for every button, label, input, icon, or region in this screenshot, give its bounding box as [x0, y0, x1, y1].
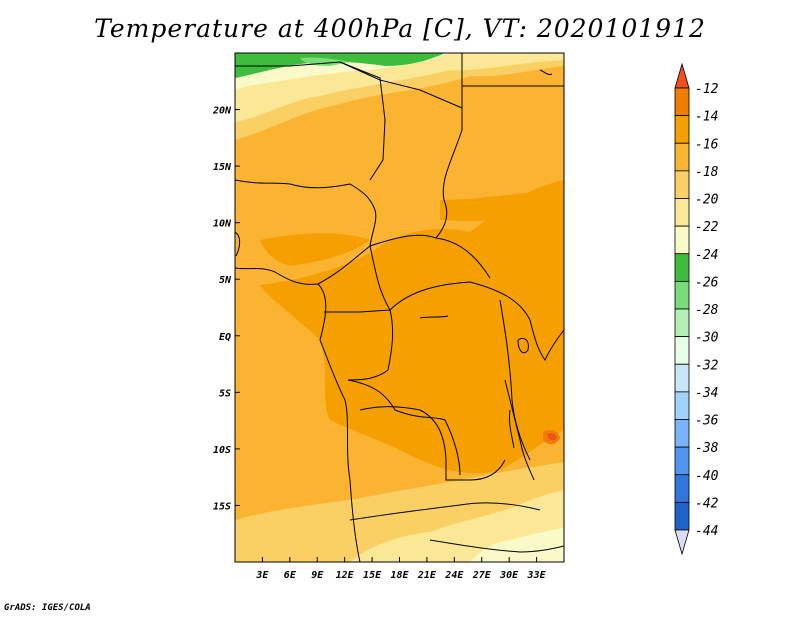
border-drc-angola [347, 379, 461, 476]
colorbar-segment [674, 308, 690, 338]
colorbar-segment [674, 391, 690, 420]
colorbar-segment [674, 336, 690, 365]
x-tick-label: 9E [311, 570, 324, 581]
colorbar-label: -12 [695, 82, 719, 97]
lake-victoria-outline [517, 337, 529, 354]
border-uganda [529, 319, 564, 361]
field-minus14-core [260, 180, 564, 474]
border-namibia-botswana [349, 502, 541, 521]
y-axis-ticks: 20N 15N 10N 5N EQ 5S 10S 15S [212, 106, 240, 512]
x-tick-label: 27E [472, 570, 492, 581]
x-tick-label: 15E [363, 570, 382, 581]
y-tick-label: 5N [219, 275, 232, 286]
x-tick-label: 30E [499, 570, 519, 581]
colorbar-label: -24 [695, 248, 718, 263]
y-tick-label: 5S [219, 388, 231, 399]
x-axis-ticks: 3E 6E 9E 12E 15E 18E 21E 24E 27E 30E 33E [255, 557, 547, 581]
field-minus24-north [235, 53, 445, 78]
colorbar-label: -22 [695, 220, 719, 235]
border-drc-east [504, 379, 535, 481]
coastline-west-africa [235, 231, 241, 257]
map-title: Temperature at 400hPa [C], VT: 202010191… [94, 14, 706, 43]
colorbar-segment [674, 87, 690, 117]
border-angola-zambia [359, 406, 506, 481]
colorbar-label: -30 [695, 331, 719, 346]
colorbar-label: -26 [695, 275, 719, 290]
x-tick-label: 21E [417, 570, 437, 581]
temperature-field [235, 53, 564, 562]
y-tick-label: EQ [219, 332, 231, 343]
border-southern [429, 539, 564, 553]
colorbar-segment [674, 198, 690, 227]
colorbar-segment [674, 501, 690, 531]
y-tick-label: 10S [213, 445, 231, 456]
colorbar-label: -36 [695, 414, 719, 429]
border-libya-niger [339, 61, 463, 109]
colorbar-segment [674, 253, 690, 282]
colorbar-segment [674, 170, 690, 199]
colorbar-top-arrow [674, 62, 690, 89]
field-minus14-north-east [440, 190, 564, 221]
colorbar-label: -32 [695, 358, 719, 373]
colorbar-label: -40 [695, 469, 719, 484]
field-minus12-core [548, 433, 557, 441]
y-tick-label: 15S [213, 501, 231, 512]
border-niger-nigeria [235, 179, 377, 247]
border-algeria-niger [235, 61, 386, 181]
border-car-north [369, 234, 491, 279]
colorbar-segment [674, 142, 690, 172]
grads-credit: GrADS: IGES/COLA [4, 603, 91, 613]
border-car-drc [389, 281, 531, 321]
x-tick-label: 18E [390, 570, 409, 581]
river-congo-outline [419, 315, 449, 319]
colorbar-label: -44 [695, 524, 718, 539]
atlantic-coastline [235, 267, 361, 562]
x-tick-label: 3E [255, 570, 269, 581]
y-tick-label: 10N [213, 219, 232, 230]
colorbar: -12 -14 -16 -18 -20 -22 -24 -26 -28 -30 -32 -34 -36 -… [674, 62, 719, 556]
colorbar-segment [674, 363, 690, 393]
colorbar-segment [674, 419, 690, 448]
colorbar-bottom-arrow [674, 529, 690, 556]
field-minus22-south [470, 528, 564, 562]
colorbar-segment [674, 446, 690, 476]
x-tick-label: 6E [284, 570, 297, 581]
colorbar-label: -18 [695, 165, 719, 180]
colorbar-segment [674, 280, 690, 310]
x-tick-label: 33E [527, 570, 547, 581]
border-cameroon [317, 245, 391, 311]
colorbar-label: -42 [695, 496, 719, 511]
x-tick-label: 12E [336, 570, 355, 581]
country-borders [235, 53, 564, 562]
lake-tanganyika-outline [509, 409, 515, 449]
y-tick-label: 15N [213, 162, 232, 173]
colorbar-label: -16 [695, 137, 719, 152]
colorbar-segment [674, 115, 690, 144]
colorbar-label: -28 [695, 303, 719, 318]
colorbar-label: -34 [695, 386, 718, 401]
y-tick-label: 20N [212, 106, 232, 117]
border-gabon-congo [324, 309, 394, 381]
colorbar-segment [674, 225, 690, 255]
colorbar-segment [674, 474, 690, 503]
border-chad-sudan [435, 129, 463, 239]
border-nile-delta [539, 69, 553, 75]
x-tick-label: 24E [444, 570, 464, 581]
colorbar-label: -14 [695, 110, 718, 125]
field-minus14-west [260, 233, 370, 266]
colorbar-label: -20 [695, 193, 719, 208]
lakes [419, 315, 529, 449]
colorbar-label: -38 [695, 441, 719, 456]
border-rift-lakes [499, 299, 531, 461]
